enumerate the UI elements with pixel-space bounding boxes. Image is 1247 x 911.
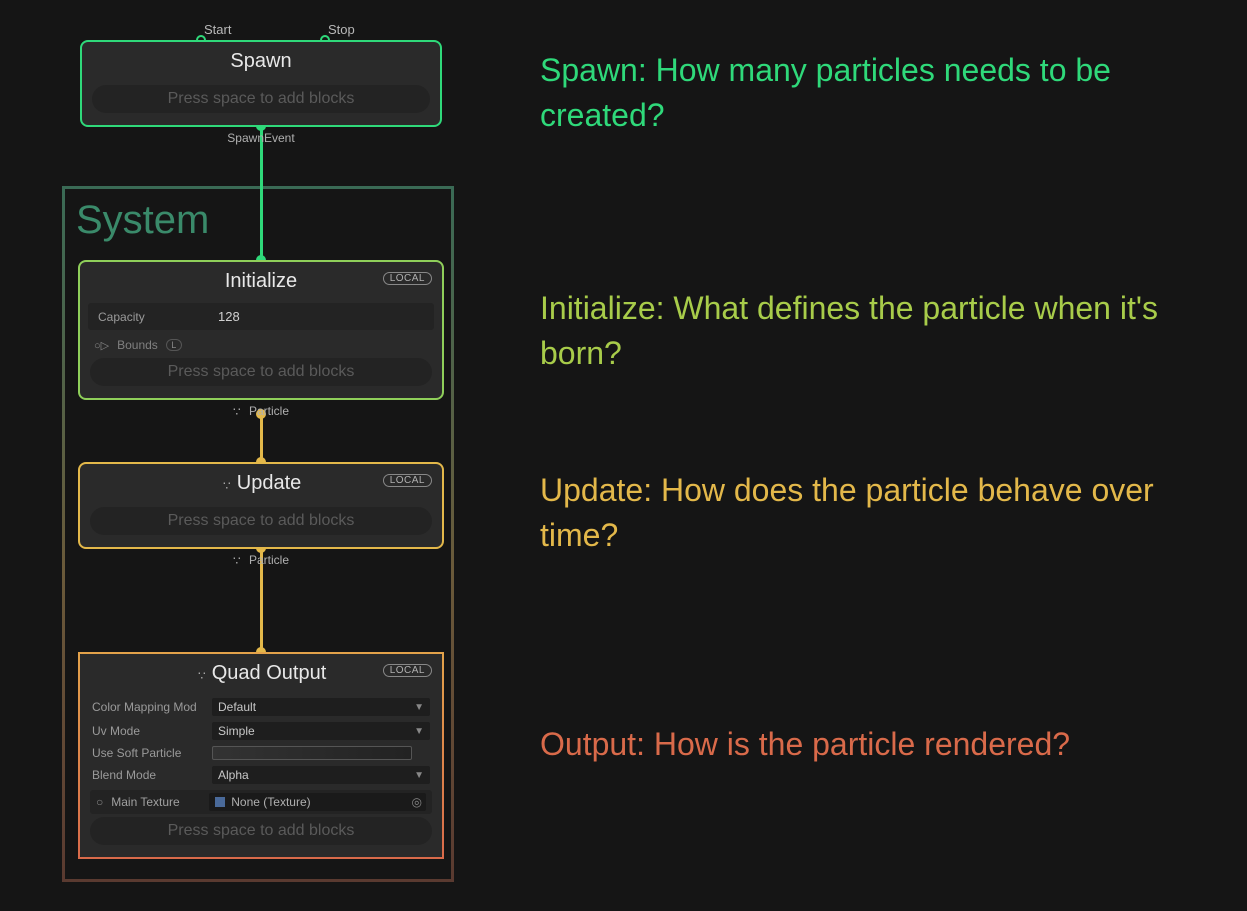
main-texture-label: Main Texture — [111, 795, 201, 809]
badge-local-initialize: LOCAL — [383, 272, 432, 285]
system-label: System — [76, 198, 209, 243]
blend-mode-label: Blend Mode — [92, 768, 202, 782]
connection-spawn-initialize — [260, 126, 263, 260]
row-main-texture: ○ Main Texture None (Texture) ◎ — [90, 790, 432, 814]
row-bounds[interactable]: ○▷ Bounds L — [88, 334, 434, 356]
soft-particle-toggle[interactable] — [212, 746, 412, 760]
annotation-initialize: Initialize: What defines the particle wh… — [540, 286, 1200, 376]
port-label-start: Start — [204, 22, 231, 37]
annotation-spawn: Spawn: How many particles needs to be cr… — [540, 48, 1180, 138]
bounds-label: Bounds — [117, 338, 158, 352]
color-mapping-dropdown[interactable]: Default ▼ — [212, 698, 430, 716]
add-blocks-initialize[interactable]: Press space to add blocks — [90, 358, 432, 386]
row-blend-mode: Blend Mode Alpha ▼ — [88, 763, 434, 787]
add-blocks-spawn[interactable]: Press space to add blocks — [92, 85, 430, 113]
annotation-output: Output: How is the particle rendered? — [540, 722, 1180, 767]
bounds-play-icon: ○▷ — [94, 339, 109, 352]
badge-local-output: LOCAL — [383, 664, 432, 677]
main-texture-field[interactable]: None (Texture) ◎ — [209, 793, 426, 811]
output-icon — [196, 662, 208, 672]
uv-mode-label: Uv Mode — [92, 724, 202, 738]
port-label-stop: Stop — [328, 22, 355, 37]
node-initialize-title: Initialize LOCAL — [80, 262, 442, 299]
add-blocks-output[interactable]: Press space to add blocks — [90, 817, 432, 845]
bounds-badge: L — [166, 339, 182, 351]
row-uv-mode: Uv Mode Simple ▼ — [88, 719, 434, 743]
chevron-down-icon: ▼ — [414, 726, 424, 737]
particle-icon — [233, 404, 245, 414]
row-capacity[interactable]: Capacity 128 — [88, 303, 434, 330]
color-mapping-label: Color Mapping Mod — [92, 700, 202, 714]
capacity-label: Capacity — [98, 310, 208, 324]
node-spawn-title: Spawn — [82, 42, 440, 79]
badge-local-update: LOCAL — [383, 474, 432, 487]
blend-mode-dropdown[interactable]: Alpha ▼ — [212, 766, 430, 784]
vfx-graph-canvas[interactable]: Start Stop System Spawn Press space to a… — [0, 0, 1247, 911]
add-blocks-update[interactable]: Press space to add blocks — [90, 507, 432, 535]
particle-icon — [233, 553, 245, 563]
node-output[interactable]: Quad Output LOCAL Color Mapping Mod Defa… — [78, 652, 444, 859]
node-update-title: Update LOCAL — [80, 464, 442, 501]
capacity-value[interactable]: 128 — [218, 309, 240, 324]
connection-initialize-update — [260, 414, 263, 462]
annotation-update: Update: How does the particle behave ove… — [540, 468, 1180, 558]
update-icon — [221, 472, 233, 482]
chevron-down-icon: ▼ — [414, 702, 424, 713]
node-update[interactable]: Update LOCAL Press space to add blocks P… — [78, 462, 444, 549]
texture-thumb-icon — [215, 797, 225, 807]
node-output-title: Quad Output LOCAL — [80, 654, 442, 691]
object-picker-icon[interactable]: ◎ — [412, 795, 422, 809]
texture-port-icon[interactable]: ○ — [96, 795, 103, 809]
node-spawn[interactable]: Spawn Press space to add blocks SpawnEve… — [80, 40, 442, 127]
soft-particle-label: Use Soft Particle — [92, 746, 202, 760]
node-initialize[interactable]: Initialize LOCAL Capacity 128 ○▷ Bounds … — [78, 260, 444, 400]
uv-mode-dropdown[interactable]: Simple ▼ — [212, 722, 430, 740]
row-color-mapping: Color Mapping Mod Default ▼ — [88, 695, 434, 719]
row-soft-particle: Use Soft Particle — [88, 743, 434, 763]
node-initialize-out-label: Particle — [233, 404, 289, 418]
chevron-down-icon: ▼ — [414, 770, 424, 781]
node-update-out-label: Particle — [233, 553, 289, 567]
node-spawn-out-label: SpawnEvent — [227, 131, 294, 145]
